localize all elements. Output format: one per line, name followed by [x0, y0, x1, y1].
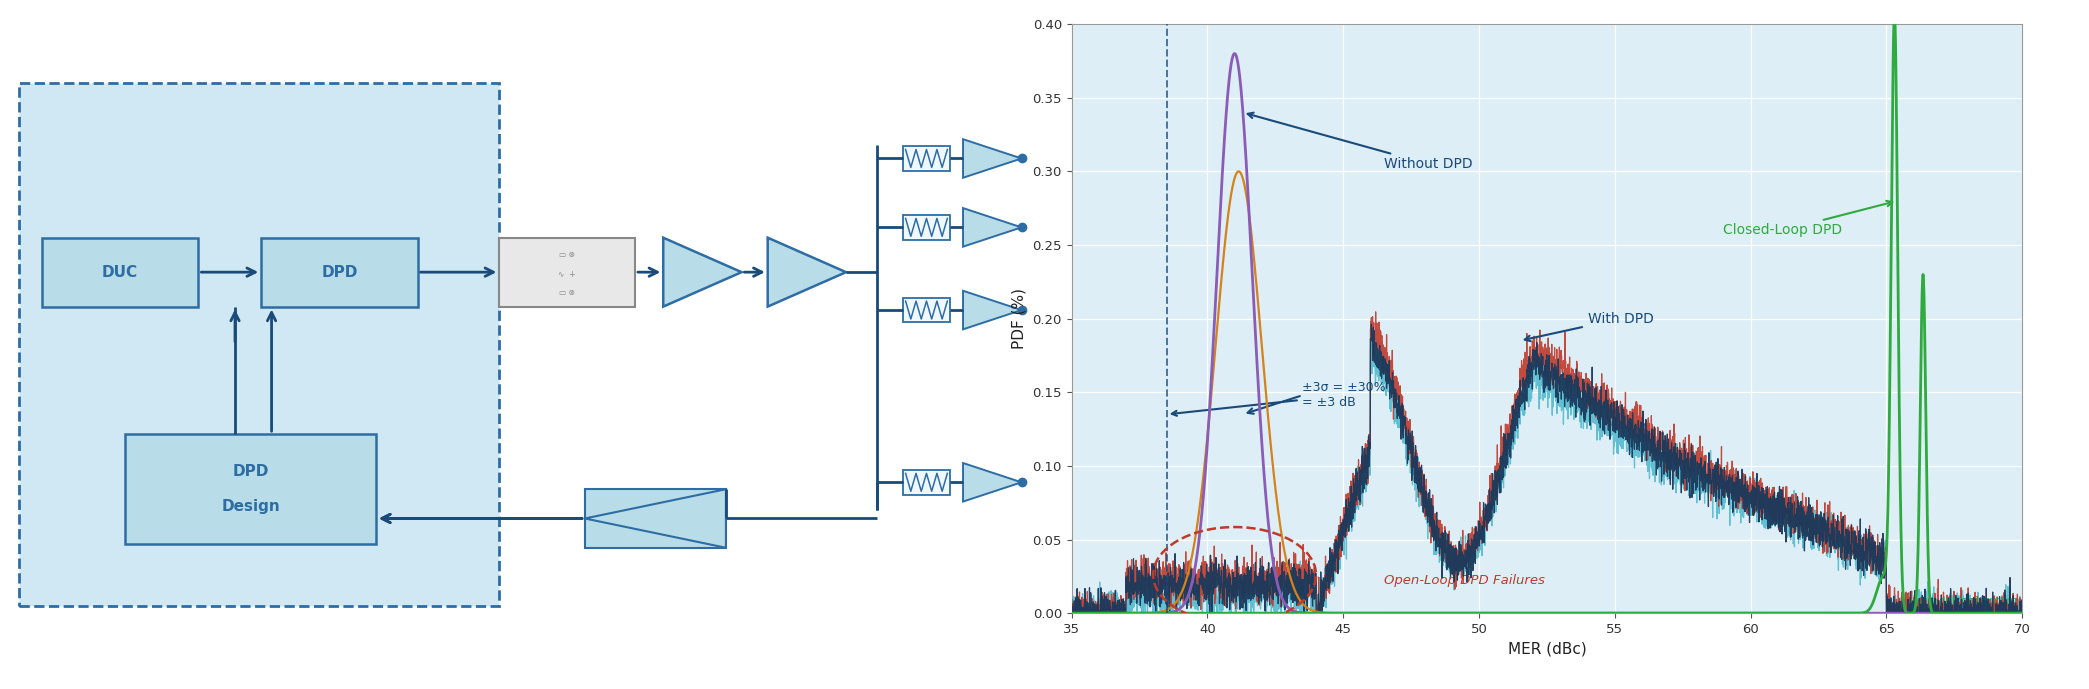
FancyBboxPatch shape	[905, 470, 950, 495]
Polygon shape	[963, 208, 1022, 247]
Polygon shape	[963, 291, 1022, 329]
Polygon shape	[769, 238, 846, 307]
Y-axis label: PDF (%): PDF (%)	[1011, 288, 1028, 349]
FancyBboxPatch shape	[905, 146, 950, 171]
FancyBboxPatch shape	[19, 83, 499, 606]
Text: ∿  +: ∿ +	[558, 269, 577, 279]
Text: DPD: DPD	[232, 464, 269, 480]
FancyBboxPatch shape	[905, 298, 950, 322]
Text: Closed-Loop DPD: Closed-Loop DPD	[1723, 200, 1893, 237]
Text: www.cntronics.com: www.cntronics.com	[1909, 596, 2018, 606]
FancyBboxPatch shape	[261, 238, 418, 307]
Polygon shape	[662, 238, 742, 307]
Text: With DPD: With DPD	[1525, 311, 1654, 341]
Text: Without DPD: Without DPD	[1247, 113, 1473, 171]
Polygon shape	[963, 139, 1022, 178]
Text: ▭ ⊗: ▭ ⊗	[560, 250, 574, 260]
Text: ▭ ⊗: ▭ ⊗	[560, 288, 574, 298]
FancyBboxPatch shape	[125, 434, 376, 544]
Text: ±3σ = ±30%
= ±3 dB: ±3σ = ±30% = ±3 dB	[1172, 381, 1387, 415]
X-axis label: MER (dBc): MER (dBc)	[1508, 641, 1586, 657]
FancyBboxPatch shape	[499, 238, 635, 307]
Text: DUC: DUC	[102, 265, 138, 280]
FancyBboxPatch shape	[905, 215, 950, 240]
Text: Design: Design	[221, 499, 280, 514]
Text: Open-Loop DPD Failures: Open-Loop DPD Failures	[1383, 575, 1546, 587]
FancyBboxPatch shape	[585, 489, 727, 548]
Polygon shape	[585, 489, 727, 548]
Polygon shape	[963, 463, 1022, 502]
Text: DPD: DPD	[322, 265, 357, 280]
FancyBboxPatch shape	[42, 238, 198, 307]
